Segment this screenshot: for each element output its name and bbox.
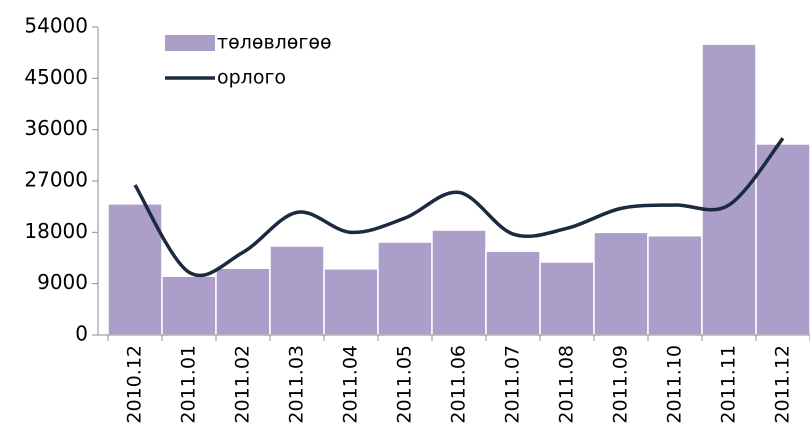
x-tick-label: 2011.08	[556, 345, 578, 424]
x-tick-label: 2011.09	[610, 345, 632, 424]
y-tick-label: 9000	[37, 270, 88, 294]
bar	[323, 268, 379, 336]
bar	[377, 241, 433, 336]
bar	[485, 250, 541, 336]
x-tick-label: 2011.10	[664, 345, 686, 424]
x-tick-label: 2011.05	[394, 345, 416, 424]
y-tick-label: 54000	[24, 14, 88, 38]
y-tick-label: 18000	[24, 219, 88, 243]
line	[133, 137, 785, 278]
bar	[431, 229, 487, 336]
bar	[755, 143, 810, 336]
legend-label: төлөвлөгөө	[217, 32, 332, 54]
bar	[161, 275, 217, 336]
y-tick-label: 27000	[24, 168, 88, 192]
x-tick-label: 2011.03	[286, 345, 308, 424]
legend-swatch	[165, 35, 215, 51]
bar	[647, 235, 703, 336]
x-tick-label: 2011.06	[448, 345, 470, 424]
y-tick-label: 0	[75, 322, 88, 346]
y-tick-label: 45000	[24, 65, 88, 89]
x-tick-label: 2011.02	[232, 345, 254, 424]
bar	[269, 245, 325, 336]
bar	[539, 261, 595, 336]
y-tick-label: 36000	[24, 116, 88, 140]
legend-label: орлого	[217, 67, 286, 89]
x-tick-label: 2011.04	[340, 345, 362, 424]
bar	[593, 231, 649, 336]
bar	[107, 203, 163, 336]
x-tick-label: 2011.12	[772, 345, 794, 424]
x-tick-label: 2011.07	[502, 345, 524, 424]
bar	[701, 43, 757, 336]
x-tick-label: 2010.12	[124, 345, 146, 424]
bar	[215, 267, 271, 336]
x-tick-label: 2011.01	[178, 345, 200, 424]
x-tick-label: 2011.11	[718, 345, 740, 424]
